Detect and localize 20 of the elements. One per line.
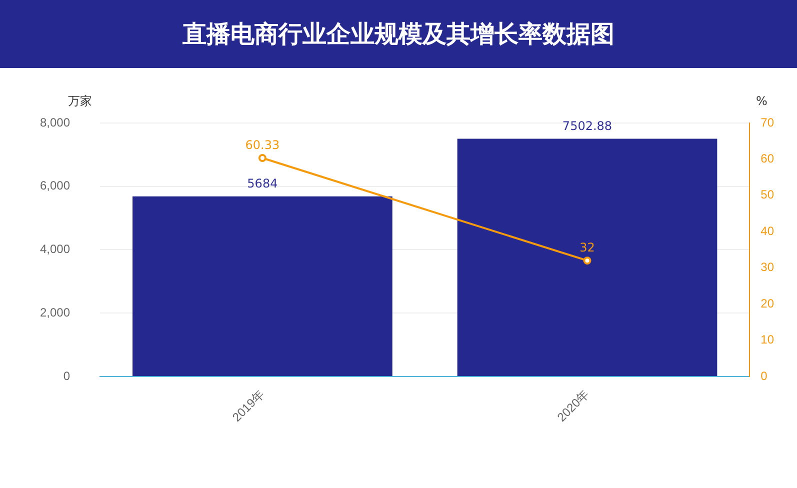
y2-tick-label: 50 [760, 188, 774, 202]
data-label: 7502.88 [562, 118, 612, 133]
y-tick-label: 4,000 [40, 242, 70, 256]
y2-tick-label: 10 [760, 332, 774, 347]
data-label: 60.33 [245, 138, 280, 152]
y2-tick-label: 40 [760, 224, 774, 238]
y2-tick-label: 30 [760, 260, 774, 274]
chart-title: 直播电商行业企业规模及其增长率数据图 [0, 0, 797, 68]
y2-tick-label: 60 [760, 152, 774, 166]
y2-axis-title: % [756, 94, 768, 108]
data-label: 5684 [247, 176, 278, 190]
y-tick-label: 0 [63, 368, 70, 383]
y-tick-label: 6,000 [40, 178, 70, 193]
y2-tick-label: 20 [760, 296, 774, 310]
y-tick-label: 8,000 [40, 115, 70, 130]
y2-tick-label: 0 [760, 368, 768, 383]
y-tick-label: 2,000 [40, 305, 70, 320]
y-axis-title: 万家 [68, 94, 92, 108]
data-label: 32 [580, 240, 595, 255]
y2-tick-label: 70 [760, 115, 774, 130]
